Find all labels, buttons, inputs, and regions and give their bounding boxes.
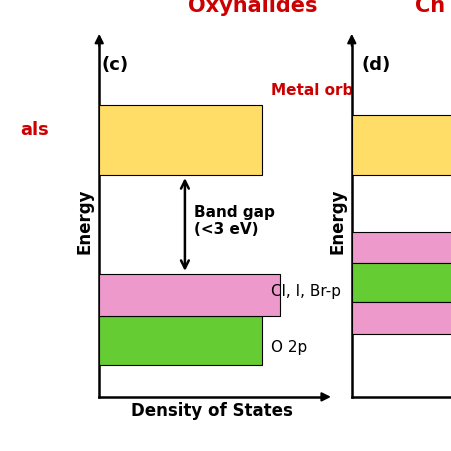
Text: Ch: Ch: [415, 0, 445, 16]
Y-axis label: Energy: Energy: [76, 188, 94, 254]
Y-axis label: Energy: Energy: [328, 188, 346, 254]
Bar: [99, 316, 262, 365]
Bar: [99, 274, 280, 316]
Text: Cl, I, Br-p: Cl, I, Br-p: [271, 284, 341, 299]
Text: Oxyhalides: Oxyhalides: [188, 0, 318, 16]
Bar: [352, 263, 451, 302]
Text: O 2p: O 2p: [271, 340, 307, 355]
Text: (d): (d): [362, 55, 391, 74]
Text: (c): (c): [101, 55, 129, 74]
Text: Band gap
(<3 eV): Band gap (<3 eV): [194, 205, 275, 237]
Text: Metal orbitals: Metal orbitals: [271, 83, 390, 98]
Text: als: als: [20, 120, 49, 138]
Bar: [352, 231, 451, 263]
Bar: [99, 105, 262, 175]
X-axis label: Density of States: Density of States: [131, 402, 293, 420]
Bar: [352, 115, 451, 175]
Bar: [352, 302, 451, 334]
